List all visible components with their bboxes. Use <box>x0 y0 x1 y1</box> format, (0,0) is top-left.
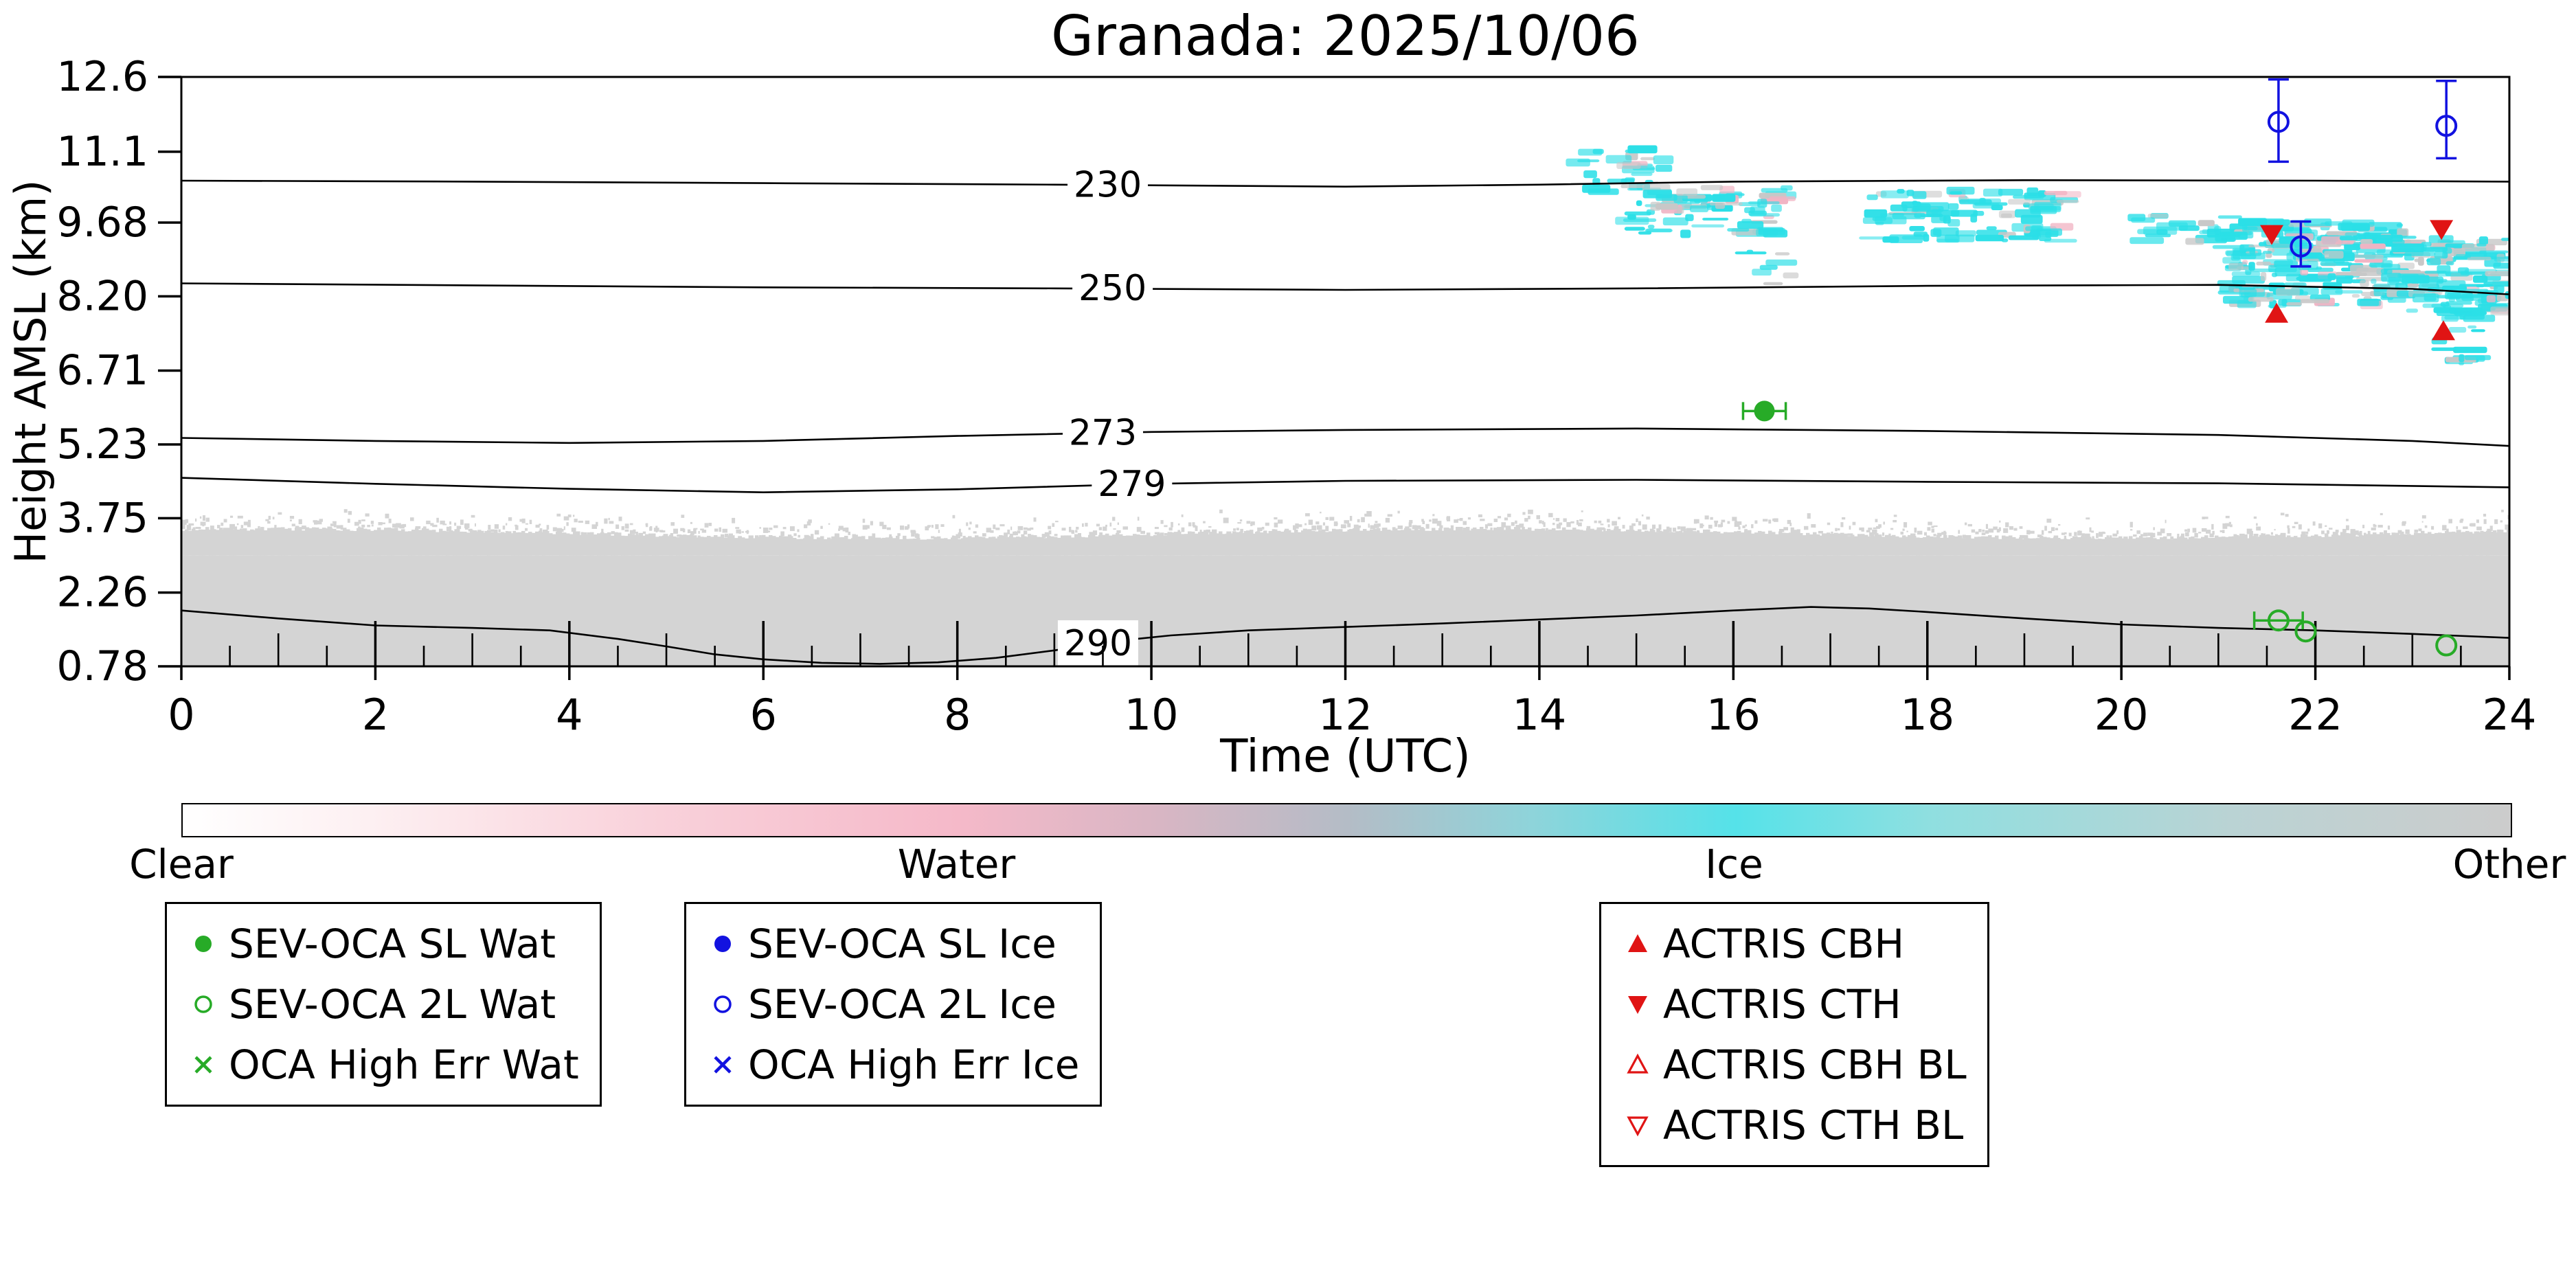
sev_sl_ice-marker-icon <box>714 936 731 952</box>
x-tick-label: 16 <box>1706 690 1761 740</box>
legend-item-sev_sl_wat: SEV-OCA SL Wat <box>188 914 579 974</box>
x-tick-label: 22 <box>2288 690 2342 740</box>
chart-title: Granada: 2025/10/06 <box>1051 4 1640 68</box>
y-tick-label: 6.71 <box>56 347 148 395</box>
colorbar-labels: Clear Water Ice Other <box>0 841 2576 890</box>
legend-item-sev_2l_ice: SEV-OCA 2L Ice <box>707 974 1079 1035</box>
x-tick-label: 24 <box>2483 690 2537 740</box>
legend-item-label: ACTRIS CBH <box>1663 920 1905 967</box>
x-tick-label: 10 <box>1125 690 1179 740</box>
legend-item-oca_err_wat: OCA High Err Wat <box>188 1035 579 1095</box>
legend-box-water: SEV-OCA SL Wat SEV-OCA 2L Wat OCA High Err… <box>165 902 602 1107</box>
legend-item-label: ACTRIS CBH BL <box>1663 1041 1967 1088</box>
legend-item-label: SEV-OCA SL Wat <box>229 920 556 967</box>
legend-item-sev_2l_wat: SEV-OCA 2L Wat <box>188 974 579 1035</box>
x-tick-label: 18 <box>1900 690 1954 740</box>
y-tick-label: 2.26 <box>56 569 148 617</box>
x-axis-label: Time (UTC) <box>1220 730 1471 782</box>
legend-box-ice: SEV-OCA SL Ice SEV-OCA 2L Ice OCA High Err… <box>684 902 1103 1107</box>
colorbar-label-other: Other <box>2452 841 2566 888</box>
actris_cbh_bl-marker-icon <box>1627 1053 1649 1074</box>
isotherm-line-250 <box>181 282 2509 295</box>
isotherm-label-230: 230 <box>1074 164 1142 205</box>
legend-item-label: OCA High Err Ice <box>748 1041 1080 1088</box>
oca_err_ice-marker-icon <box>714 1056 732 1074</box>
x-tick-label: 4 <box>556 690 583 740</box>
x-tick-label: 2 <box>362 690 389 740</box>
legend-box-actris: ACTRIS CBH ACTRIS CTH ACTRIS CBH BL ACTRIS … <box>1599 902 1989 1167</box>
isotherm-label-290: 290 <box>1064 623 1132 664</box>
legend-item-label: ACTRIS CTH <box>1663 981 1901 1028</box>
isotherm-label-279: 279 <box>1098 464 1166 505</box>
sev_2l_ice-marker-icon <box>714 995 732 1013</box>
oca_err_wat-marker-icon <box>194 1056 212 1074</box>
x-tick-label: 14 <box>1512 690 1566 740</box>
x-tick-label: 6 <box>750 690 777 740</box>
x-tick-label: 20 <box>2094 690 2149 740</box>
legend-item-label: OCA High Err Wat <box>229 1041 579 1088</box>
isotherm-label-250: 250 <box>1078 268 1146 309</box>
legend-item-label: ACTRIS CTH BL <box>1663 1102 1964 1149</box>
colorbar-label-water: Water <box>897 841 1016 888</box>
isotherm-label-273: 273 <box>1069 412 1137 453</box>
colorbar-label-clear: Clear <box>129 841 234 888</box>
y-tick-label: 0.78 <box>56 642 148 690</box>
legend-item-label: SEV-OCA SL Ice <box>748 920 1057 967</box>
actris_cth-marker-icon <box>1628 996 1647 1014</box>
y-tick-label: 5.23 <box>56 420 148 468</box>
legend-item-actris_cth_bl: ACTRIS CTH BL <box>1622 1095 1967 1155</box>
colorbar-label-ice: Ice <box>1705 841 1763 888</box>
y-tick-label: 8.20 <box>56 272 148 320</box>
y-tick-label: 3.75 <box>56 494 148 542</box>
y-tick-label: 11.1 <box>56 128 148 176</box>
isotherm-line-279 <box>181 477 2509 494</box>
legend-item-actris_cbh: ACTRIS CBH <box>1622 914 1967 974</box>
legend-item-actris_cth: ACTRIS CTH <box>1622 974 1967 1035</box>
isotherm-line-290 <box>181 606 2509 665</box>
plot-inner-area: 230 250 273 279 290 <box>181 145 2509 666</box>
legend-item-label: SEV-OCA 2L Wat <box>229 981 556 1028</box>
isotherm-line-273 <box>181 427 2509 447</box>
x-tick-label: 8 <box>944 690 971 740</box>
y-tick-label: 9.68 <box>56 199 148 247</box>
sev_sl_wat-marker-icon <box>195 936 212 952</box>
isotherm-line-230 <box>181 179 2509 188</box>
y-tick-label: 12.6 <box>56 53 148 101</box>
legend-item-actris_cbh_bl: ACTRIS CBH BL <box>1622 1035 1967 1095</box>
x-tick-label: 0 <box>168 690 194 740</box>
legend-item-oca_err_ice: OCA High Err Ice <box>707 1035 1079 1095</box>
actris_cth_bl-marker-icon <box>1627 1116 1649 1137</box>
sev_2l_wat-marker-icon <box>194 995 212 1013</box>
legend-item-sev_sl_ice: SEV-OCA SL Ice <box>707 914 1079 974</box>
legend-item-label: SEV-OCA 2L Ice <box>748 981 1057 1028</box>
colorbar <box>181 803 2512 837</box>
x-tick-label: 12 <box>1318 690 1372 740</box>
actris_cbh-marker-icon <box>1628 934 1647 952</box>
